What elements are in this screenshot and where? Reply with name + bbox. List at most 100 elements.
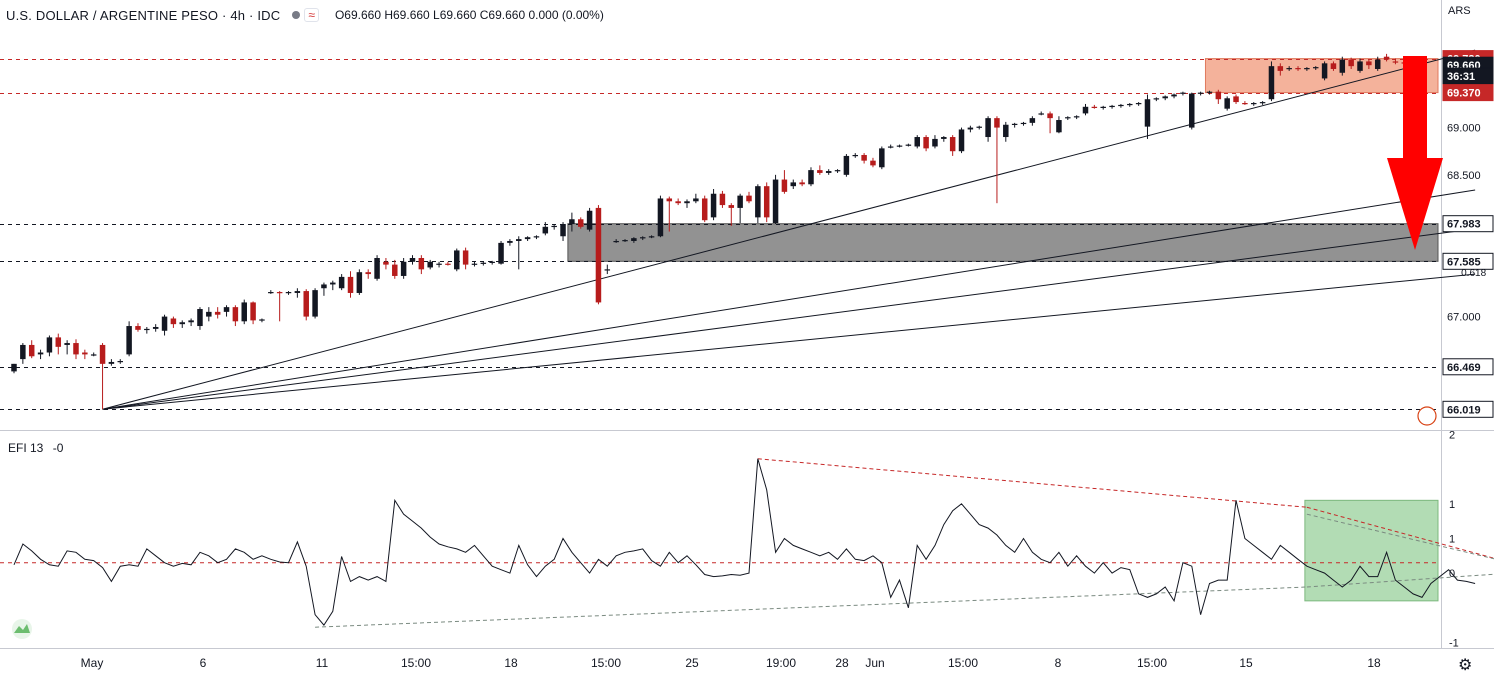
candle [1056, 120, 1062, 133]
price-tick-label: 68.500 [1447, 170, 1481, 182]
candle [1330, 63, 1337, 69]
candle [967, 127, 974, 130]
candle [684, 201, 690, 204]
candle [250, 302, 256, 321]
efi-trendline [315, 586, 1307, 628]
candle [639, 237, 646, 239]
tradingview-logo-icon[interactable] [8, 618, 36, 640]
efi-series-line [13, 458, 1476, 626]
candle [28, 344, 35, 357]
efi-trendline [757, 458, 1307, 508]
candle [542, 226, 549, 234]
candle [285, 292, 292, 294]
candle [825, 171, 832, 173]
candle [675, 201, 681, 204]
candle [763, 186, 770, 218]
time-tick-label: 15:00 [591, 656, 621, 670]
candle [595, 207, 602, 303]
candle [46, 337, 53, 353]
candle [631, 238, 637, 241]
candle [808, 170, 814, 185]
dot-icon[interactable] [292, 11, 301, 19]
candle [1047, 113, 1053, 119]
candle [135, 326, 141, 330]
indicator-name: EFI 13 [8, 441, 44, 455]
candle [454, 250, 460, 270]
candle [1127, 103, 1133, 106]
candle [462, 250, 469, 265]
time-tick-label: 18 [504, 656, 518, 670]
candle [1339, 59, 1346, 73]
efi-trendline [1306, 573, 1494, 588]
time-tick-label: Jun [865, 656, 884, 670]
candle [932, 138, 938, 147]
candle [268, 292, 274, 294]
candle [170, 318, 177, 325]
candle [1348, 59, 1354, 67]
efi-tick-label: 2 [1449, 429, 1455, 441]
price-label-box [1442, 67, 1494, 85]
candle [622, 240, 628, 242]
candle [400, 261, 407, 276]
candle [914, 137, 920, 147]
candle [427, 261, 433, 268]
candle [507, 240, 513, 243]
candle [905, 144, 912, 146]
efi-tick-label: 0 [1449, 568, 1455, 580]
candle [312, 290, 318, 317]
candle [214, 311, 221, 315]
candle [179, 322, 185, 325]
candle [498, 242, 504, 264]
price-label-box [1442, 358, 1494, 376]
time-tick-label: 19:00 [766, 656, 796, 670]
candle [1020, 122, 1027, 125]
candle [923, 137, 929, 149]
candle [560, 223, 566, 237]
candle [852, 154, 859, 157]
candle [1242, 103, 1248, 105]
candle [206, 311, 212, 317]
candle [817, 170, 823, 173]
candle [294, 291, 301, 293]
candle [144, 328, 150, 331]
wave-icon[interactable]: ≈ [304, 8, 319, 22]
indicator-header[interactable]: EFI 13 -0 [8, 441, 63, 455]
gear-icon[interactable]: ⚙ [1458, 657, 1473, 674]
candle [569, 219, 575, 224]
candle [1268, 66, 1275, 100]
time-tick-label: 15:00 [1137, 656, 1167, 670]
candle [1082, 106, 1089, 114]
time-tick-label: 8 [1055, 656, 1062, 670]
candle [896, 145, 903, 147]
candle [1206, 91, 1213, 93]
candle [11, 363, 17, 372]
candle [409, 258, 416, 262]
symbol-title[interactable]: U.S. DOLLAR / ARGENTINE PESO · 4h · IDC [6, 7, 281, 23]
price-tick-label: 69.000 [1447, 123, 1481, 135]
candle [1321, 63, 1328, 79]
candle [197, 309, 203, 327]
candle [152, 326, 159, 329]
candle [1383, 56, 1390, 60]
candle [223, 307, 230, 312]
candle [533, 236, 540, 238]
candle [1162, 96, 1168, 99]
time-tick-label: 6 [200, 656, 207, 670]
candle [1189, 93, 1195, 128]
red-down-arrow-icon [1387, 56, 1443, 250]
candle [737, 195, 743, 208]
candle [790, 182, 797, 187]
candle [445, 263, 451, 265]
candle [861, 154, 867, 161]
candle [577, 219, 584, 227]
fan-line [102, 189, 1476, 410]
support-zone [567, 223, 1439, 262]
candle [799, 182, 805, 185]
candle [241, 302, 247, 322]
candle [126, 326, 132, 355]
candle [480, 262, 487, 264]
flag-icon[interactable] [1417, 406, 1437, 426]
candle [20, 344, 26, 360]
resistance-zone [1204, 58, 1439, 94]
